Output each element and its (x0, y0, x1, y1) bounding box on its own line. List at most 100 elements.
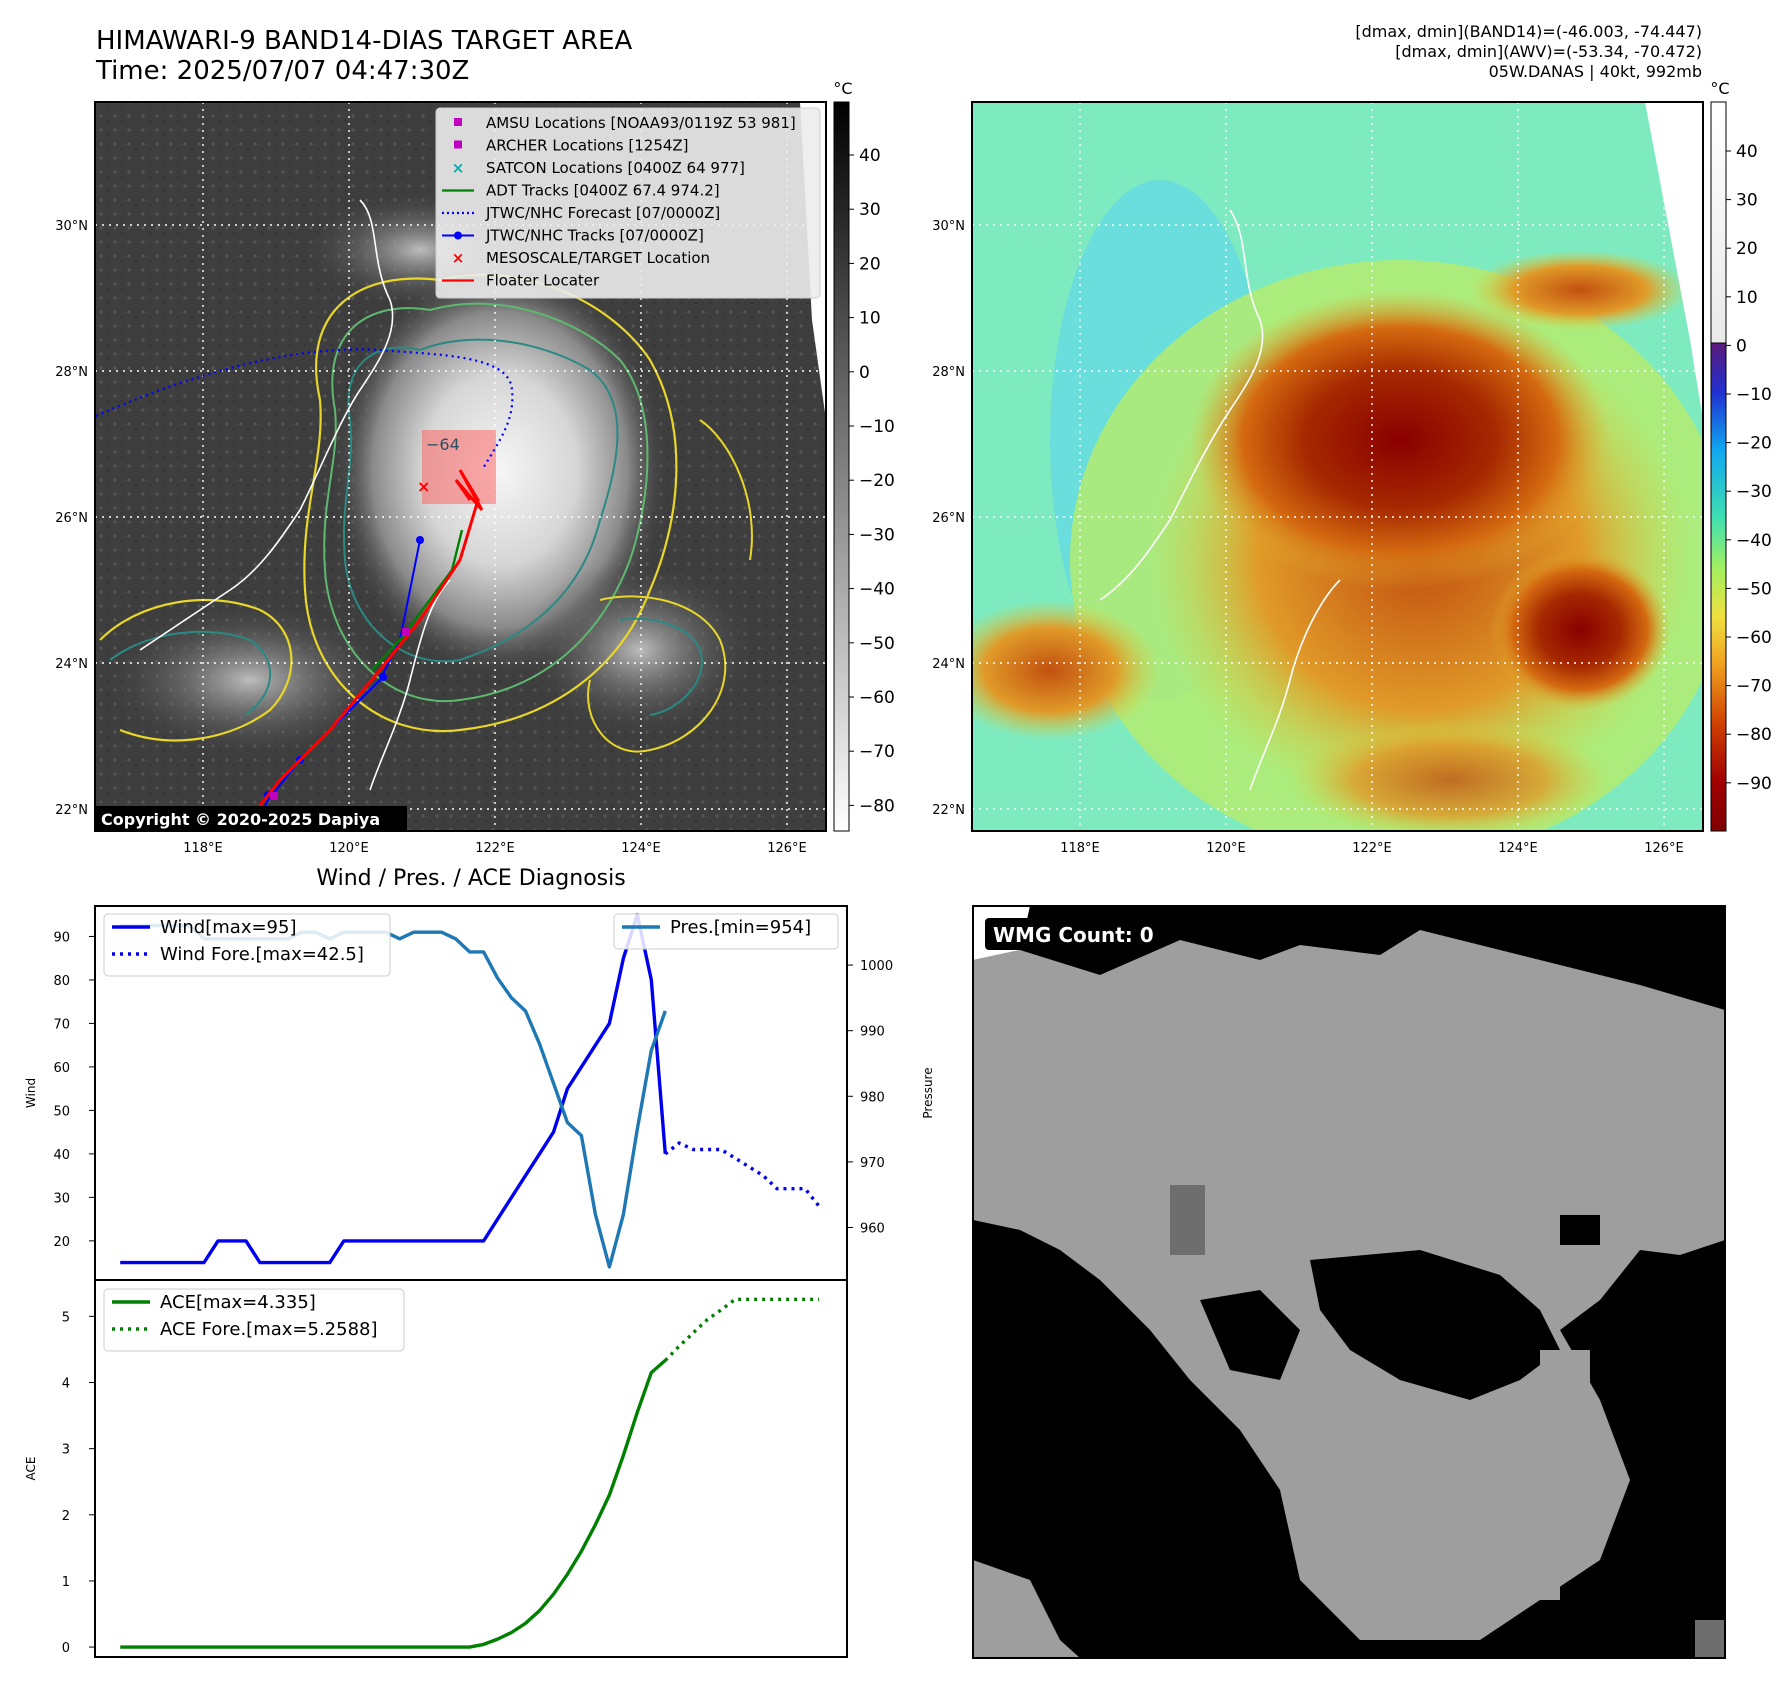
lat-tick-label: 28°N (932, 365, 965, 380)
awv-colorbar: °C (1710, 79, 1730, 832)
y2-tick-label: 980 (860, 1090, 885, 1105)
y2-tick-label: 1000 (860, 959, 893, 974)
colorbar-tick-label: −80 (1736, 725, 1772, 745)
stats-line-storm: 05W.DANAS | 40kt, 992mb (1488, 62, 1702, 81)
copyright-text: Copyright © 2020-2025 Dapiya (101, 810, 380, 829)
y2-tick-label: 970 (860, 1156, 885, 1171)
y-tick-label: 50 (53, 1104, 70, 1119)
awv-core (1190, 290, 1610, 590)
y2-tick-label: 990 (860, 1025, 885, 1040)
awv-map-panel (972, 102, 1703, 831)
lon-tick-label: 122°E (1352, 841, 1392, 856)
legend-entry: AMSU Locations [NOAA93/0119Z 53 981] (486, 114, 796, 132)
lon-tick-label: 126°E (1644, 841, 1684, 856)
y-tick-label: 40 (53, 1148, 70, 1163)
svg-text:×: × (452, 249, 465, 267)
stats-line-band14: [dmax, dmin](BAND14)=(-46.003, -74.447) (1355, 22, 1702, 41)
series-line (664, 1141, 821, 1208)
y-tick-label: 1 (62, 1575, 70, 1590)
lat-tick-label: 26°N (932, 511, 965, 526)
y-axis-label: ACE (24, 1457, 38, 1481)
chart-legend-entry: Wind[max=95] (160, 917, 297, 938)
wmg-panel (973, 906, 1725, 1658)
chart-legend-entry: Pres.[min=954] (670, 917, 811, 938)
colorbar-tick-label: −20 (859, 471, 895, 491)
lon-tick-label: 122°E (475, 841, 515, 856)
y2-tick-label: 960 (860, 1222, 885, 1237)
colorbar-tick-label: −50 (859, 634, 895, 654)
map-tick-labels: 118°E 120°E 122°E 124°E 126°E 30°N 28°N 26°N 24°… (55, 219, 1684, 856)
colorbar-tick-label: −40 (1736, 531, 1772, 551)
colorbar-tick-label: 10 (1736, 288, 1758, 308)
y-tick-label: 60 (53, 1061, 70, 1076)
ir-colorbar: °C (833, 79, 853, 832)
colorbar-tick-label: −30 (1736, 482, 1772, 502)
y-tick-label: 30 (53, 1191, 70, 1206)
wind-pressure-chart: 20 30 40 50 60 70 80 90 Wind 960 970 980 990 1000 Pres… (24, 905, 935, 1281)
lat-tick-label: 22°N (932, 803, 965, 818)
colorbar-tick-label: −20 (1736, 434, 1772, 454)
colorbar-tick-label: −90 (1736, 774, 1772, 794)
wmg-count-text: WMG Count: 0 (993, 923, 1154, 947)
ir-colorbar-ticks: 40 30 20 10 0 −10 −20 −30 −40 −50 −60 −70 −80 (849, 146, 895, 816)
lon-tick-label: 118°E (1060, 841, 1100, 856)
wmg-badge: WMG Count: 0 (985, 918, 1159, 950)
figure-title-block: HIMAWARI-9 BAND14-DIAS TARGET AREA Time:… (96, 26, 632, 86)
colorbar-tick-label: 0 (859, 363, 870, 383)
contour-label: −64 (426, 435, 460, 454)
colorbar-tick-label: −30 (859, 525, 895, 545)
lon-tick-label: 124°E (621, 841, 661, 856)
colorbar-tick-label: 40 (1736, 142, 1758, 162)
lon-tick-label: 124°E (1498, 841, 1538, 856)
y-tick-label: 5 (62, 1310, 70, 1325)
colorbar-tick-label: −80 (859, 796, 895, 816)
chart-legend-entry: ACE Fore.[max=5.2588] (160, 1319, 378, 1340)
colorbar-tick-label: 20 (1736, 239, 1758, 259)
figure-time: Time: 2025/07/07 04:47:30Z (96, 56, 470, 86)
lon-tick-label: 120°E (329, 841, 369, 856)
floater-track (238, 469, 484, 831)
y-tick-label: 3 (62, 1443, 70, 1458)
colorbar-tick-label: −10 (1736, 385, 1772, 405)
svg-text:×: × (452, 159, 465, 177)
lon-tick-label: 120°E (1206, 841, 1246, 856)
colorbar-tick-label: 30 (859, 200, 881, 220)
ir-legend: AMSU Locations [NOAA93/0119Z 53 981] ARCH… (435, 107, 821, 299)
lat-tick-label: 26°N (55, 511, 88, 526)
legend-entry: MESOSCALE/TARGET Location (486, 249, 710, 267)
awv-colorbar-unit: °C (1710, 79, 1729, 98)
lat-tick-label: 30°N (932, 219, 965, 234)
legend-entry: JTWC/NHC Forecast [07/0000Z] (485, 204, 720, 222)
colorbar-tick-label: 0 (1736, 336, 1747, 356)
y-tick-label: 4 (62, 1377, 70, 1392)
colorbar-tick-label: −50 (1736, 579, 1772, 599)
lat-tick-label: 24°N (55, 657, 88, 672)
target-area-box (422, 430, 496, 504)
figure-title: HIMAWARI-9 BAND14-DIAS TARGET AREA (96, 26, 633, 56)
colorbar-tick-label: −60 (1736, 628, 1772, 648)
y2-axis-label: Pressure (921, 1067, 935, 1118)
lon-tick-label: 126°E (767, 841, 807, 856)
legend-entry: ARCHER Locations [1254Z] (486, 137, 689, 155)
diagnosis-title: Wind / Pres. / ACE Diagnosis (316, 866, 625, 891)
colorbar-tick-label: 30 (1736, 191, 1758, 211)
adt-track (371, 529, 464, 671)
y-tick-label: 2 (62, 1509, 70, 1524)
colorbar-tick-label: −70 (1736, 677, 1772, 697)
lat-tick-label: 30°N (55, 219, 88, 234)
series-line (120, 1359, 667, 1649)
lon-tick-label: 118°E (183, 841, 223, 856)
legend-entry: Floater Locater (486, 272, 600, 290)
colorbar-tick-label: −60 (859, 688, 895, 708)
stats-block: [dmax, dmin](BAND14)=(-46.003, -74.447) … (1355, 22, 1702, 82)
y-tick-label: 90 (53, 930, 70, 945)
colorbar-tick-label: −70 (859, 742, 895, 762)
lat-tick-label: 24°N (932, 657, 965, 672)
y-tick-label: 70 (53, 1017, 70, 1032)
awv-gridlines (972, 102, 1703, 831)
colorbar-tick-label: −40 (859, 580, 895, 600)
colorbar-tick-label: −10 (859, 417, 895, 437)
series-line (120, 913, 667, 1265)
copyright-badge: Copyright © 2020-2025 Dapiya (95, 806, 407, 832)
